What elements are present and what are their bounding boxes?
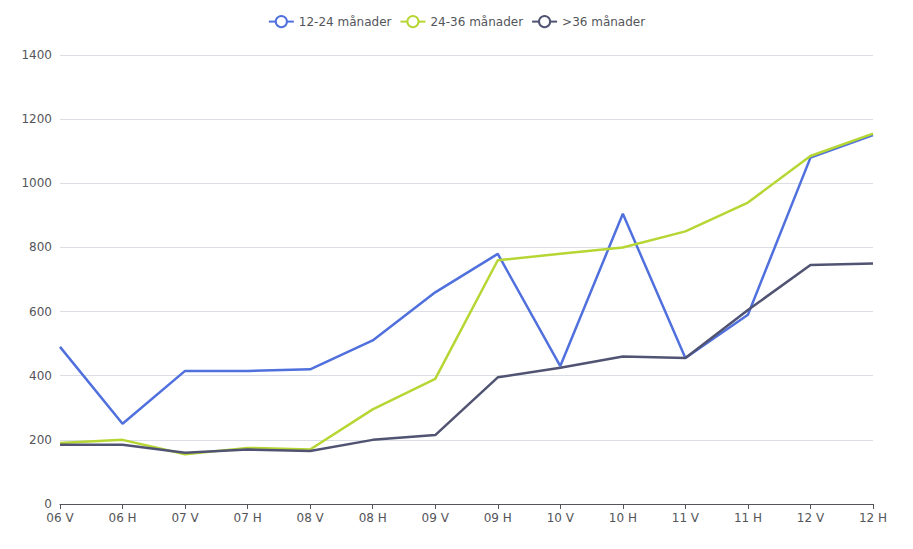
svg-text:1200: 1200 xyxy=(21,112,52,126)
svg-text:08 H: 08 H xyxy=(359,511,387,525)
svg-text:600: 600 xyxy=(29,305,52,319)
svg-text:07 V: 07 V xyxy=(171,511,199,525)
svg-text:12 H: 12 H xyxy=(859,511,887,525)
svg-text:1400: 1400 xyxy=(21,48,52,62)
svg-text:400: 400 xyxy=(29,369,52,383)
svg-text:24-36 månader: 24-36 månader xyxy=(430,15,523,29)
svg-text:10 H: 10 H xyxy=(609,511,637,525)
svg-text:09 H: 09 H xyxy=(484,511,512,525)
svg-text:800: 800 xyxy=(29,240,52,254)
svg-text:09 V: 09 V xyxy=(422,511,450,525)
svg-text:06 H: 06 H xyxy=(108,511,136,525)
svg-text:>36 månader: >36 månader xyxy=(562,15,645,29)
svg-text:0: 0 xyxy=(44,497,52,511)
svg-text:06 V: 06 V xyxy=(46,511,74,525)
svg-text:07 H: 07 H xyxy=(234,511,262,525)
svg-text:12 V: 12 V xyxy=(797,511,825,525)
svg-text:200: 200 xyxy=(29,433,52,447)
svg-text:08 V: 08 V xyxy=(297,511,325,525)
svg-text:12-24 månader: 12-24 månader xyxy=(299,15,392,29)
svg-text:11 V: 11 V xyxy=(672,511,700,525)
svg-text:1000: 1000 xyxy=(21,176,52,190)
svg-text:10 V: 10 V xyxy=(547,511,575,525)
svg-text:11 H: 11 H xyxy=(734,511,762,525)
